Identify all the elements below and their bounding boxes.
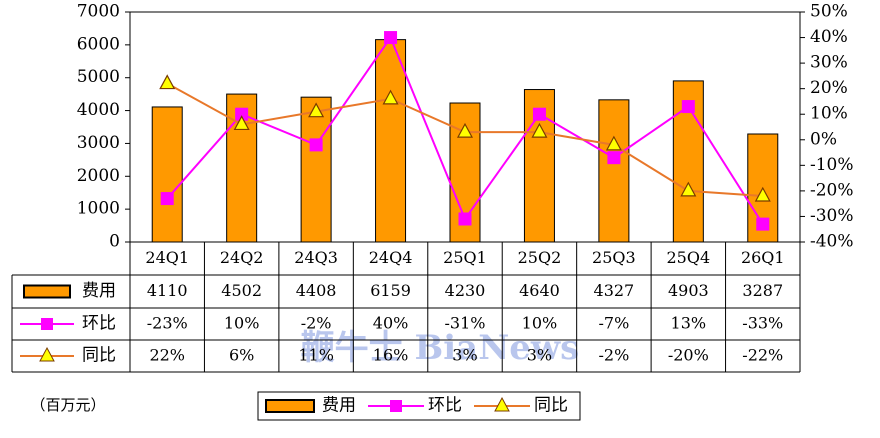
table-cell: 10% xyxy=(522,314,558,333)
y-tick-label: 5000 xyxy=(77,67,120,87)
line-marker xyxy=(382,89,399,105)
y2-tick-label: -10% xyxy=(810,155,854,175)
table-cell: -7% xyxy=(598,314,629,333)
legend-swatch xyxy=(23,284,71,299)
y-tick-label: 6000 xyxy=(77,34,120,54)
y2-tick-label: 40% xyxy=(810,27,848,47)
table-cell: 16% xyxy=(373,346,409,365)
table-cell: -23% xyxy=(147,314,188,333)
line-marker xyxy=(384,31,398,45)
table-cell: 4327 xyxy=(594,281,635,300)
table-cell: -2% xyxy=(301,314,332,333)
y2-tick-label: 20% xyxy=(810,78,848,98)
y-tick-label: 1000 xyxy=(77,199,120,219)
table-cell: 6159 xyxy=(370,281,411,300)
legend-marker xyxy=(494,396,510,412)
x-tick-label: 26Q1 xyxy=(741,248,785,267)
legend-label: 同比 xyxy=(534,396,568,416)
y2-tick-label: -30% xyxy=(810,206,854,226)
legend-box xyxy=(257,391,581,421)
legend-label: 环比 xyxy=(428,396,462,416)
line-marker xyxy=(159,74,176,90)
legend-marker xyxy=(390,400,402,412)
legend-marker xyxy=(39,346,55,362)
table-cell: 4408 xyxy=(296,281,337,300)
legend-swatch xyxy=(265,399,315,413)
x-tick-label: 24Q4 xyxy=(369,248,413,267)
y2-tick-label: 10% xyxy=(810,104,848,124)
table-cell: 3287 xyxy=(742,281,783,300)
line-marker xyxy=(680,181,697,197)
line-marker xyxy=(605,135,622,151)
line-marker xyxy=(754,186,771,202)
y2-tick-label: 50% xyxy=(810,2,848,22)
table-cell: -20% xyxy=(668,346,709,365)
line-marker xyxy=(456,122,474,138)
line-marker xyxy=(531,122,548,138)
table-cell: 11% xyxy=(298,346,334,365)
table-cell: 3% xyxy=(527,346,552,365)
y-tick-label: 4000 xyxy=(77,100,120,120)
bar xyxy=(598,99,630,243)
legend-marker xyxy=(41,318,53,330)
line-marker xyxy=(309,138,323,152)
bar xyxy=(151,106,183,243)
x-tick-label: 24Q1 xyxy=(145,248,189,267)
y-tick-label: 7000 xyxy=(77,2,120,22)
x-tick-label: 24Q3 xyxy=(294,248,338,267)
legend-label: 费用 xyxy=(322,396,356,416)
table-cell: 4640 xyxy=(519,281,560,300)
table-cell: -31% xyxy=(445,314,486,333)
table-cell: 10% xyxy=(224,314,260,333)
table-cell: 4230 xyxy=(445,281,486,300)
y2-tick-label: 30% xyxy=(810,53,848,73)
table-row-label: 同比 xyxy=(82,346,116,366)
x-tick-label: 25Q1 xyxy=(443,248,487,267)
unit-note: （百万元） xyxy=(30,396,105,414)
table-cell: -33% xyxy=(742,314,783,333)
table-cell: 4502 xyxy=(221,281,262,300)
line-marker xyxy=(308,102,325,118)
bar xyxy=(300,96,332,243)
line-marker xyxy=(607,151,621,165)
table-row-label: 费用 xyxy=(82,281,116,301)
x-tick-label: 24Q2 xyxy=(220,248,264,267)
table-cell: 40% xyxy=(373,314,409,333)
table-cell: -22% xyxy=(742,346,783,365)
y-tick-label: 2000 xyxy=(77,166,120,186)
table-cell: -2% xyxy=(598,346,629,365)
y2-tick-label: -20% xyxy=(810,180,854,200)
line-marker xyxy=(233,115,250,131)
line-marker xyxy=(458,212,472,226)
table-cell: 22% xyxy=(149,346,185,365)
table-cell: 3% xyxy=(452,346,477,365)
table-row-label: 环比 xyxy=(82,314,116,334)
table-cell: 6% xyxy=(229,346,254,365)
table-cell: 4110 xyxy=(147,281,188,300)
line-marker xyxy=(160,192,174,206)
line-marker xyxy=(756,217,770,231)
y-tick-label: 0 xyxy=(109,232,120,252)
table-cell: 13% xyxy=(671,314,707,333)
x-tick-label: 25Q2 xyxy=(518,248,562,267)
y2-tick-label: -40% xyxy=(810,232,854,252)
table-cell: 4903 xyxy=(668,281,709,300)
line-marker xyxy=(532,107,546,121)
x-tick-label: 25Q4 xyxy=(667,248,711,267)
watermark: 鞭牛士 BiaNews xyxy=(301,328,580,368)
bar xyxy=(375,39,407,243)
y-tick-label: 3000 xyxy=(77,133,120,153)
y2-tick-label: 0% xyxy=(810,129,837,149)
line-marker xyxy=(681,100,695,114)
x-tick-label: 25Q3 xyxy=(592,248,636,267)
